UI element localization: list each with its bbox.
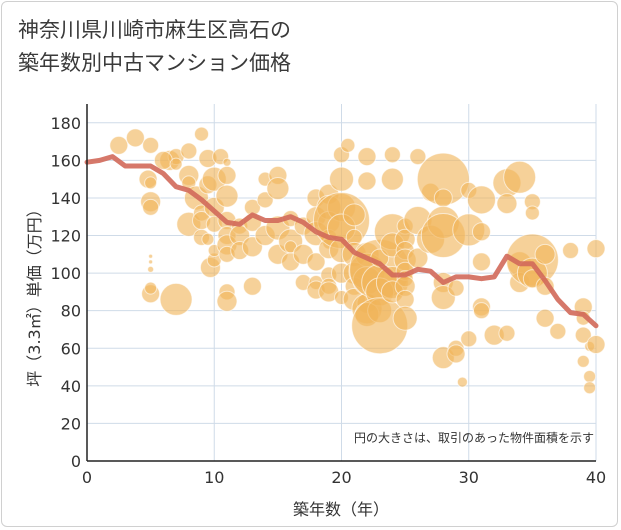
bubble-point [583, 369, 597, 383]
bubble-point [496, 193, 518, 215]
bubble-point [194, 126, 210, 142]
x-tick-label: 20 [331, 468, 351, 487]
bubble-point [142, 198, 160, 216]
bubble-point [169, 157, 183, 171]
bubble-point [549, 322, 567, 340]
bubble-point [524, 205, 540, 221]
bubble-point [357, 171, 377, 191]
bubble-point [357, 147, 377, 167]
bubble-point [574, 326, 592, 344]
y-tick-label: 140 [50, 189, 81, 208]
bubble-point [472, 302, 490, 320]
bubble-point [433, 188, 453, 208]
bubble-point [144, 281, 158, 295]
bubble-series [109, 126, 606, 395]
bubble-point [456, 376, 468, 388]
bubble-point [534, 243, 556, 265]
bubble-point [144, 176, 158, 190]
y-tick-label: 20 [61, 414, 81, 433]
bubble-point [222, 157, 232, 167]
y-tick-label: 0 [71, 452, 81, 471]
bubble-point [535, 308, 555, 328]
bubble-point [266, 177, 290, 201]
bubble-point [125, 128, 145, 148]
bubble-point [142, 136, 160, 154]
bubble-point [148, 253, 154, 259]
y-tick-label: 180 [50, 114, 81, 133]
bubble-point [329, 166, 354, 192]
bubble-point [217, 165, 237, 185]
x-tick-label: 0 [82, 468, 92, 487]
bubble-point [306, 252, 326, 272]
axes [86, 104, 596, 462]
bubble-point [148, 259, 154, 265]
x-tick-label: 10 [204, 468, 224, 487]
bubble-point [586, 239, 606, 259]
bubble-point [215, 184, 239, 208]
y-tick-label: 120 [50, 227, 81, 246]
bubble-point [471, 222, 491, 242]
bubble-point [109, 135, 129, 155]
bubble-point [216, 290, 238, 312]
y-tick-label: 60 [61, 339, 81, 358]
bubble-point [586, 335, 606, 355]
bubble-point [460, 330, 478, 348]
bubble-point [340, 137, 356, 153]
y-tick-label: 160 [50, 151, 81, 170]
tick-labels: 0 10 20 30 40 0 20 40 60 80 100 120 140 160 180 [50, 114, 606, 487]
bubble-point [342, 203, 366, 227]
bubble-point [471, 252, 491, 272]
bubble-point [201, 232, 215, 246]
y-tick-label: 100 [50, 264, 81, 283]
x-axis-label: 築年数（年） [293, 500, 389, 519]
y-tick-label: 40 [61, 377, 81, 396]
bubble-point [562, 242, 580, 260]
bubble-point [583, 381, 597, 395]
bubble-point [242, 276, 262, 296]
bubble-point [447, 279, 465, 297]
bubble-point [503, 160, 537, 194]
bubble-point [147, 265, 155, 273]
x-tick-label: 40 [586, 468, 606, 487]
bubble-point [409, 148, 427, 166]
x-tick-label: 30 [459, 468, 479, 487]
bubble-point [159, 282, 193, 316]
bubble-point [383, 146, 401, 164]
bubble-point [392, 305, 418, 331]
bubble-point [153, 150, 173, 170]
size-note: 円の大きさは、取引のあった物件面積を示す [354, 430, 594, 445]
y-tick-label: 80 [61, 302, 81, 321]
bubble-point [380, 167, 404, 191]
bubble-point [576, 354, 590, 368]
bubble-point [466, 185, 496, 215]
y-axis-label: 坪（3.3㎡）単価（万円） [25, 201, 44, 386]
bubble-point [180, 142, 198, 160]
trend-line [84, 154, 599, 329]
chart-title: 神奈川県川崎市麻生区高石の 築年数別中古マンション価格 [18, 18, 291, 75]
bubble-point [498, 324, 516, 342]
bubble-point [446, 344, 466, 364]
